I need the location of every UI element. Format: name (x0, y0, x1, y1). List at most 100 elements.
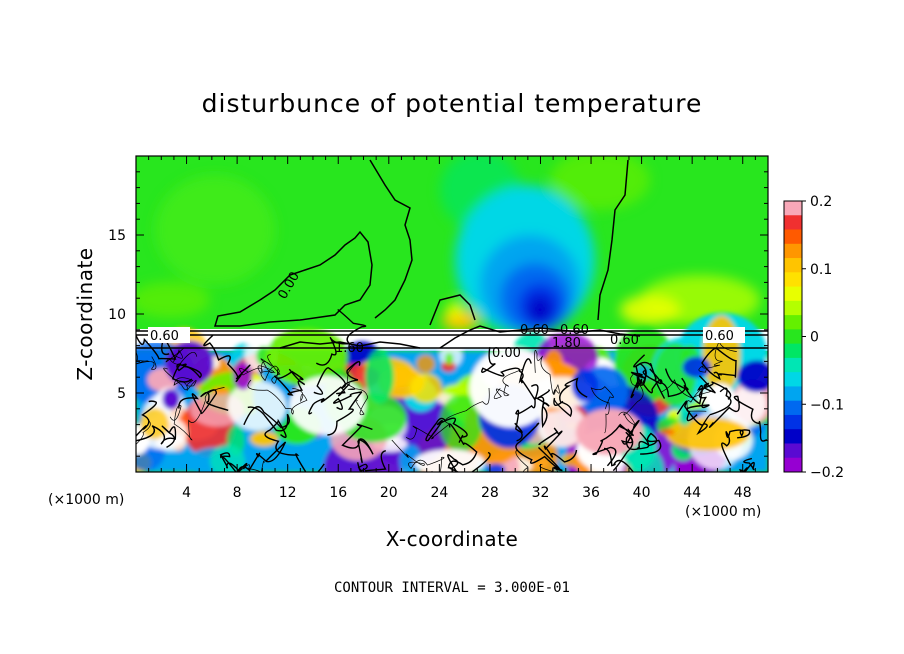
turbulence-contour (515, 422, 563, 472)
x-tick-label: 28 (481, 485, 499, 501)
turbulence-contour (721, 429, 751, 466)
colorbar-swatch (784, 372, 802, 387)
lower-contours (136, 308, 768, 472)
turbulence-blob (571, 368, 599, 402)
turbulence-contour (273, 368, 306, 396)
turbulence-contour (247, 379, 308, 415)
turbulence-contour (592, 423, 634, 467)
turbulence-blob (439, 394, 483, 453)
turbulence-contour (313, 361, 361, 395)
x-unit-label-right: (×1000 m) (685, 504, 761, 520)
colorbar-tick-label: 0.2 (810, 194, 832, 210)
colorbar-tick-label: −0.2 (810, 465, 844, 481)
turbulence-contour (686, 375, 716, 422)
turbulence-contour (553, 377, 588, 418)
turbulence-contour (169, 387, 225, 441)
x-tick-label: 24 (430, 485, 448, 501)
turbulence-contour (709, 395, 768, 442)
turbulence-blob (666, 417, 750, 451)
colorbar-swatch (784, 457, 802, 473)
contour-label: 1.80 (552, 336, 581, 351)
turbulence-blob (445, 352, 454, 365)
colorbar-swatch (784, 300, 802, 316)
contour-label: 0.60 (560, 323, 589, 338)
y-tick-label: 15 (108, 228, 126, 244)
turbulence-contour (243, 406, 290, 432)
turbulence-blob (733, 385, 767, 423)
y-tick-label: 10 (108, 307, 126, 323)
turbulence-blob (682, 356, 711, 378)
turbulence-contour (391, 439, 445, 472)
x-axis-label: X-coordinate (386, 527, 519, 551)
chart-title: disturbunce of potential temperature (202, 89, 703, 118)
turbulence-blob (365, 349, 394, 404)
turbulence-blob (441, 361, 456, 372)
turbulence-blob (265, 327, 348, 387)
x-tick-label: 16 (329, 485, 347, 501)
colorbar-tick-label: 0 (810, 330, 819, 346)
contour-label: 1.60 (335, 341, 364, 356)
turbulence-contour (661, 379, 711, 412)
colorbar-swatch (784, 414, 802, 430)
turbulence-contour (636, 431, 662, 455)
turbulence-contour (425, 417, 468, 443)
x-tick-label: 44 (683, 485, 701, 501)
turbulence-contour (136, 425, 177, 449)
turbulence-blob (442, 384, 468, 396)
y-axis-ticks: 5 10 15 (108, 171, 768, 457)
colorbar-swatch (784, 315, 802, 330)
turbulence-contour (612, 419, 640, 472)
contour-label: 0.00 (492, 346, 521, 361)
turbulence-contour (264, 418, 325, 472)
turbulence-contour (308, 383, 351, 415)
turbulence-blob (659, 428, 675, 436)
colorbar-swatch (784, 201, 802, 216)
x-tick-label: 48 (734, 485, 752, 501)
colorbar-swatch (784, 443, 802, 459)
contour-label: 0.60 (705, 329, 734, 344)
colorbar-swatch (784, 400, 802, 416)
colorbar: 0.2 0.1 0 −0.1 −0.2 (783, 194, 844, 481)
colorbar-swatch (784, 243, 802, 259)
upper-contours (136, 159, 768, 349)
turbulence-contour (664, 368, 732, 405)
turbulence-contour (136, 351, 157, 370)
contour-label: 0.60 (520, 323, 549, 338)
colorbar-swatch (784, 258, 802, 273)
colorbar-swatch (784, 386, 802, 402)
upper-anomaly-field (136, 156, 760, 335)
turbulence-contour (203, 334, 251, 383)
turbulence-blob (409, 373, 443, 404)
turbulence-blob (416, 355, 435, 373)
x-tick-label: 20 (380, 485, 398, 501)
turbulence-blob (162, 389, 180, 410)
colorbar-swatch (784, 343, 802, 359)
x-tick-label: 4 (182, 485, 191, 501)
turbulence-contour (260, 354, 281, 384)
turbulence-contour (239, 358, 275, 376)
turbulence-contour (171, 363, 202, 383)
turbulence-contour (738, 457, 755, 472)
turbulence-contour (327, 391, 363, 436)
turbulence-contour (163, 367, 197, 391)
y-axis-label: Z-coordinate (73, 247, 97, 380)
y-tick-label: 5 (117, 386, 126, 402)
colorbar-tick-label: 0.1 (810, 262, 832, 278)
turbulence-contour (539, 463, 559, 472)
colorbar-swatch (784, 329, 802, 345)
turbulence-contour (538, 427, 578, 463)
turbulence-contour (676, 387, 732, 436)
turbulence-contour (136, 420, 151, 445)
turbulence-contour (237, 441, 287, 472)
turbulence-blob (737, 360, 768, 393)
turbulence-blob (209, 444, 245, 472)
contour-label: 0.60 (610, 333, 639, 348)
turbulence-contour (515, 449, 529, 472)
x-tick-label: 36 (582, 485, 600, 501)
turbulence-blob (140, 408, 170, 440)
turbulence-blob (250, 431, 279, 447)
turbulence-contour (534, 350, 560, 395)
turbulence-contour (178, 389, 229, 415)
turbulence-contour (630, 368, 662, 386)
